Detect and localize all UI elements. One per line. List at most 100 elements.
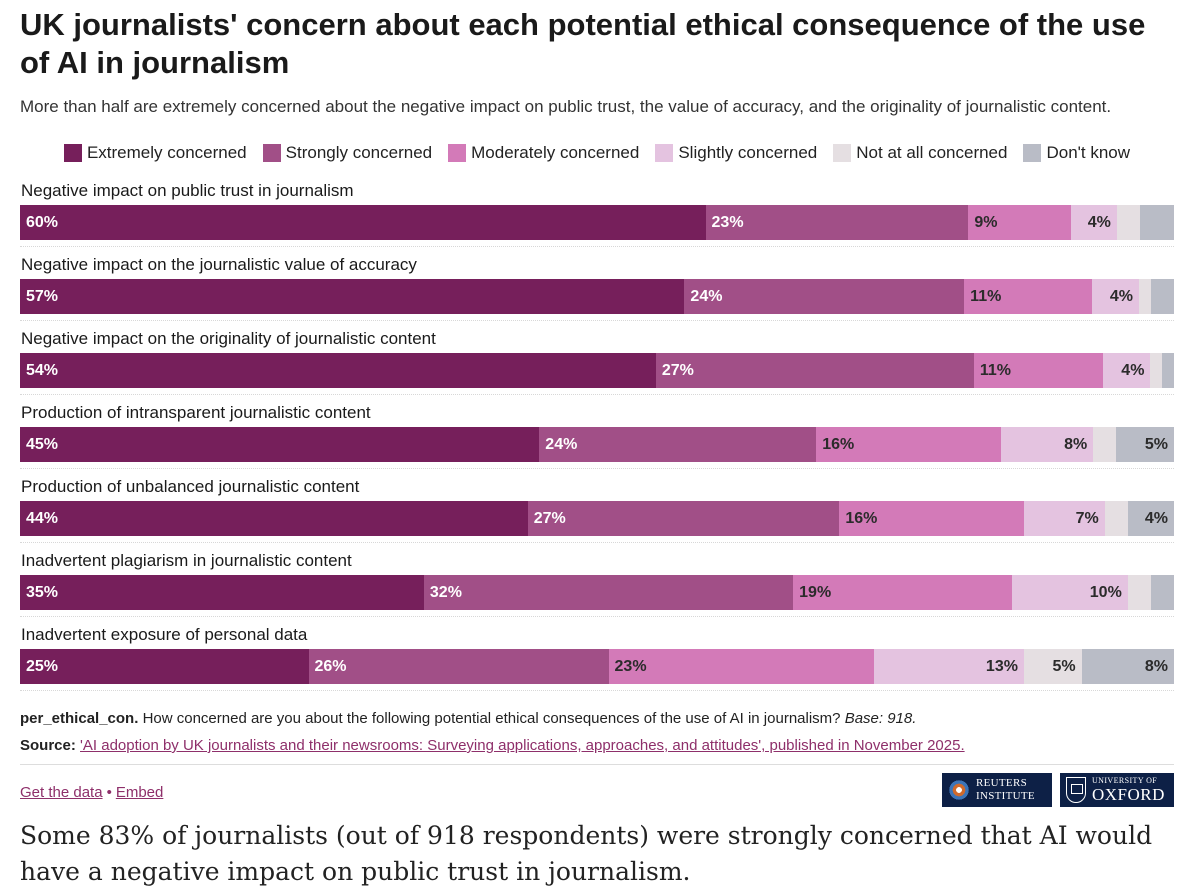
- bar-segment-extremely: 25%: [20, 649, 309, 684]
- bar-segment-moderately: 23%: [609, 649, 874, 684]
- bar-segment-moderately: 9%: [968, 205, 1071, 240]
- oxford-crest-icon: [1066, 777, 1086, 803]
- legend-swatch: [448, 144, 466, 162]
- data-label: 19%: [799, 575, 831, 610]
- bar-segment-slightly: 4%: [1103, 353, 1150, 388]
- data-label: 8%: [1064, 427, 1087, 462]
- legend-item-strongly: Strongly concerned: [263, 142, 432, 164]
- legend-label: Don't know: [1046, 142, 1130, 164]
- get-the-data-link[interactable]: Get the data: [20, 784, 103, 801]
- data-label: 11%: [980, 353, 1011, 388]
- legend-swatch: [833, 144, 851, 162]
- row-separator: [20, 690, 1174, 691]
- category-label: Inadvertent plagiarism in journalistic c…: [21, 550, 352, 572]
- data-label: 16%: [822, 427, 854, 462]
- data-label: 4%: [1088, 205, 1111, 240]
- embed-link[interactable]: Embed: [116, 784, 164, 801]
- legend-label: Moderately concerned: [471, 142, 639, 164]
- bar-segment-not-at-all: [1128, 575, 1151, 610]
- footer-links: Get the data•Embed: [20, 783, 163, 803]
- bar-segment-dont-know: 5%: [1116, 427, 1174, 462]
- bar-segment-not-at-all: [1117, 205, 1140, 240]
- bar-segment-extremely: 45%: [20, 427, 539, 462]
- bar-segment-slightly: 4%: [1071, 205, 1117, 240]
- chart-title: UK journalists' concern about each poten…: [20, 6, 1174, 82]
- data-label: 5%: [1145, 427, 1168, 462]
- reuters-logo-line2: INSTITUTE: [976, 790, 1035, 803]
- bar-segment-extremely: 57%: [20, 279, 684, 314]
- data-label: 11%: [970, 279, 1001, 314]
- legend-swatch: [263, 144, 281, 162]
- source-note: Source: 'AI adoption by UK journalists a…: [20, 736, 1174, 756]
- row-separator: [20, 616, 1174, 617]
- bar-segment-dont-know: [1151, 279, 1174, 314]
- oxford-logo-line2: OXFORD: [1092, 785, 1165, 805]
- data-label: 23%: [615, 649, 647, 684]
- reuters-logo-line1: REUTERS: [976, 777, 1035, 790]
- bar-segment-strongly: 32%: [424, 575, 793, 610]
- data-label: 4%: [1110, 279, 1133, 314]
- data-label: 23%: [712, 205, 744, 240]
- bar-segment-slightly: 8%: [1001, 427, 1093, 462]
- bar-segment-strongly: 23%: [706, 205, 969, 240]
- question-id: per_ethical_con.: [20, 710, 138, 727]
- data-label: 57%: [26, 279, 58, 314]
- stacked-bar-chart: Negative impact on public trust in journ…: [20, 176, 1174, 694]
- stacked-bar: 44% 27% 16% 7% 4%: [20, 501, 1174, 536]
- bar-segment-not-at-all: [1105, 501, 1128, 536]
- bar-segment-extremely: 44%: [20, 501, 528, 536]
- data-label: 8%: [1145, 649, 1168, 684]
- legend-item-not-at-all: Not at all concerned: [833, 142, 1007, 164]
- bar-segment-dont-know: 8%: [1082, 649, 1174, 684]
- stacked-bar: 60%23% 9% 4%: [20, 205, 1174, 240]
- bar-segment-slightly: 10%: [1012, 575, 1127, 610]
- reuters-institute-logo[interactable]: REUTERS INSTITUTE: [942, 773, 1052, 807]
- question-note: per_ethical_con. How concerned are you a…: [20, 709, 1174, 729]
- data-label: 7%: [1076, 501, 1099, 536]
- category-label: Inadvertent exposure of personal data: [21, 624, 307, 646]
- bar-segment-slightly: 13%: [874, 649, 1024, 684]
- legend-swatch: [64, 144, 82, 162]
- chart-row: Negative impact on the journalistic valu…: [20, 250, 1174, 324]
- legend-item-slightly: Slightly concerned: [655, 142, 817, 164]
- legend-item-moderately: Moderately concerned: [448, 142, 639, 164]
- category-label: Negative impact on public trust in journ…: [21, 180, 354, 202]
- question-text: How concerned are you about the followin…: [143, 710, 841, 727]
- bar-segment-extremely: 60%: [20, 205, 706, 240]
- chart-row: Inadvertent exposure of personal data 25%…: [20, 620, 1174, 694]
- bar-segment-moderately: 19%: [793, 575, 1012, 610]
- source-link[interactable]: 'AI adoption by UK journalists and their…: [80, 737, 965, 754]
- bar-segment-slightly: 7%: [1024, 501, 1105, 536]
- row-separator: [20, 320, 1174, 321]
- legend-item-extremely: Extremely concerned: [64, 142, 247, 164]
- row-separator: [20, 468, 1174, 469]
- chart-subtitle: More than half are extremely concerned a…: [20, 96, 1174, 118]
- chart-row: Negative impact on public trust in journ…: [20, 176, 1174, 250]
- data-label: 26%: [315, 649, 347, 684]
- bar-segment-extremely: 54%: [20, 353, 656, 388]
- bar-segment-strongly: 27%: [528, 501, 840, 536]
- data-label: 16%: [845, 501, 877, 536]
- row-separator: [20, 542, 1174, 543]
- category-label: Negative impact on the originality of jo…: [21, 328, 436, 350]
- base-note: Base: 918.: [845, 710, 917, 727]
- data-label: 54%: [26, 353, 58, 388]
- data-label: 5%: [1053, 649, 1076, 684]
- bar-segment-slightly: 4%: [1092, 279, 1139, 314]
- legend-label: Extremely concerned: [87, 142, 247, 164]
- legend-label: Strongly concerned: [286, 142, 432, 164]
- university-of-oxford-logo[interactable]: UNIVERSITY OF OXFORD: [1060, 773, 1174, 807]
- data-label: 44%: [26, 501, 58, 536]
- data-label: 4%: [1121, 353, 1144, 388]
- bar-segment-moderately: 11%: [974, 353, 1104, 388]
- bar-segment-not-at-all: [1150, 353, 1162, 388]
- bar-segment-extremely: 35%: [20, 575, 424, 610]
- bar-segment-moderately: 11%: [964, 279, 1092, 314]
- legend-swatch: [655, 144, 673, 162]
- bar-segment-dont-know: [1162, 353, 1174, 388]
- data-label: 27%: [534, 501, 566, 536]
- bar-segment-dont-know: [1151, 575, 1174, 610]
- bar-segment-dont-know: 4%: [1128, 501, 1174, 536]
- bar-segment-moderately: 16%: [839, 501, 1024, 536]
- stacked-bar: 25%26% 23% 13% 5% 8%: [20, 649, 1174, 684]
